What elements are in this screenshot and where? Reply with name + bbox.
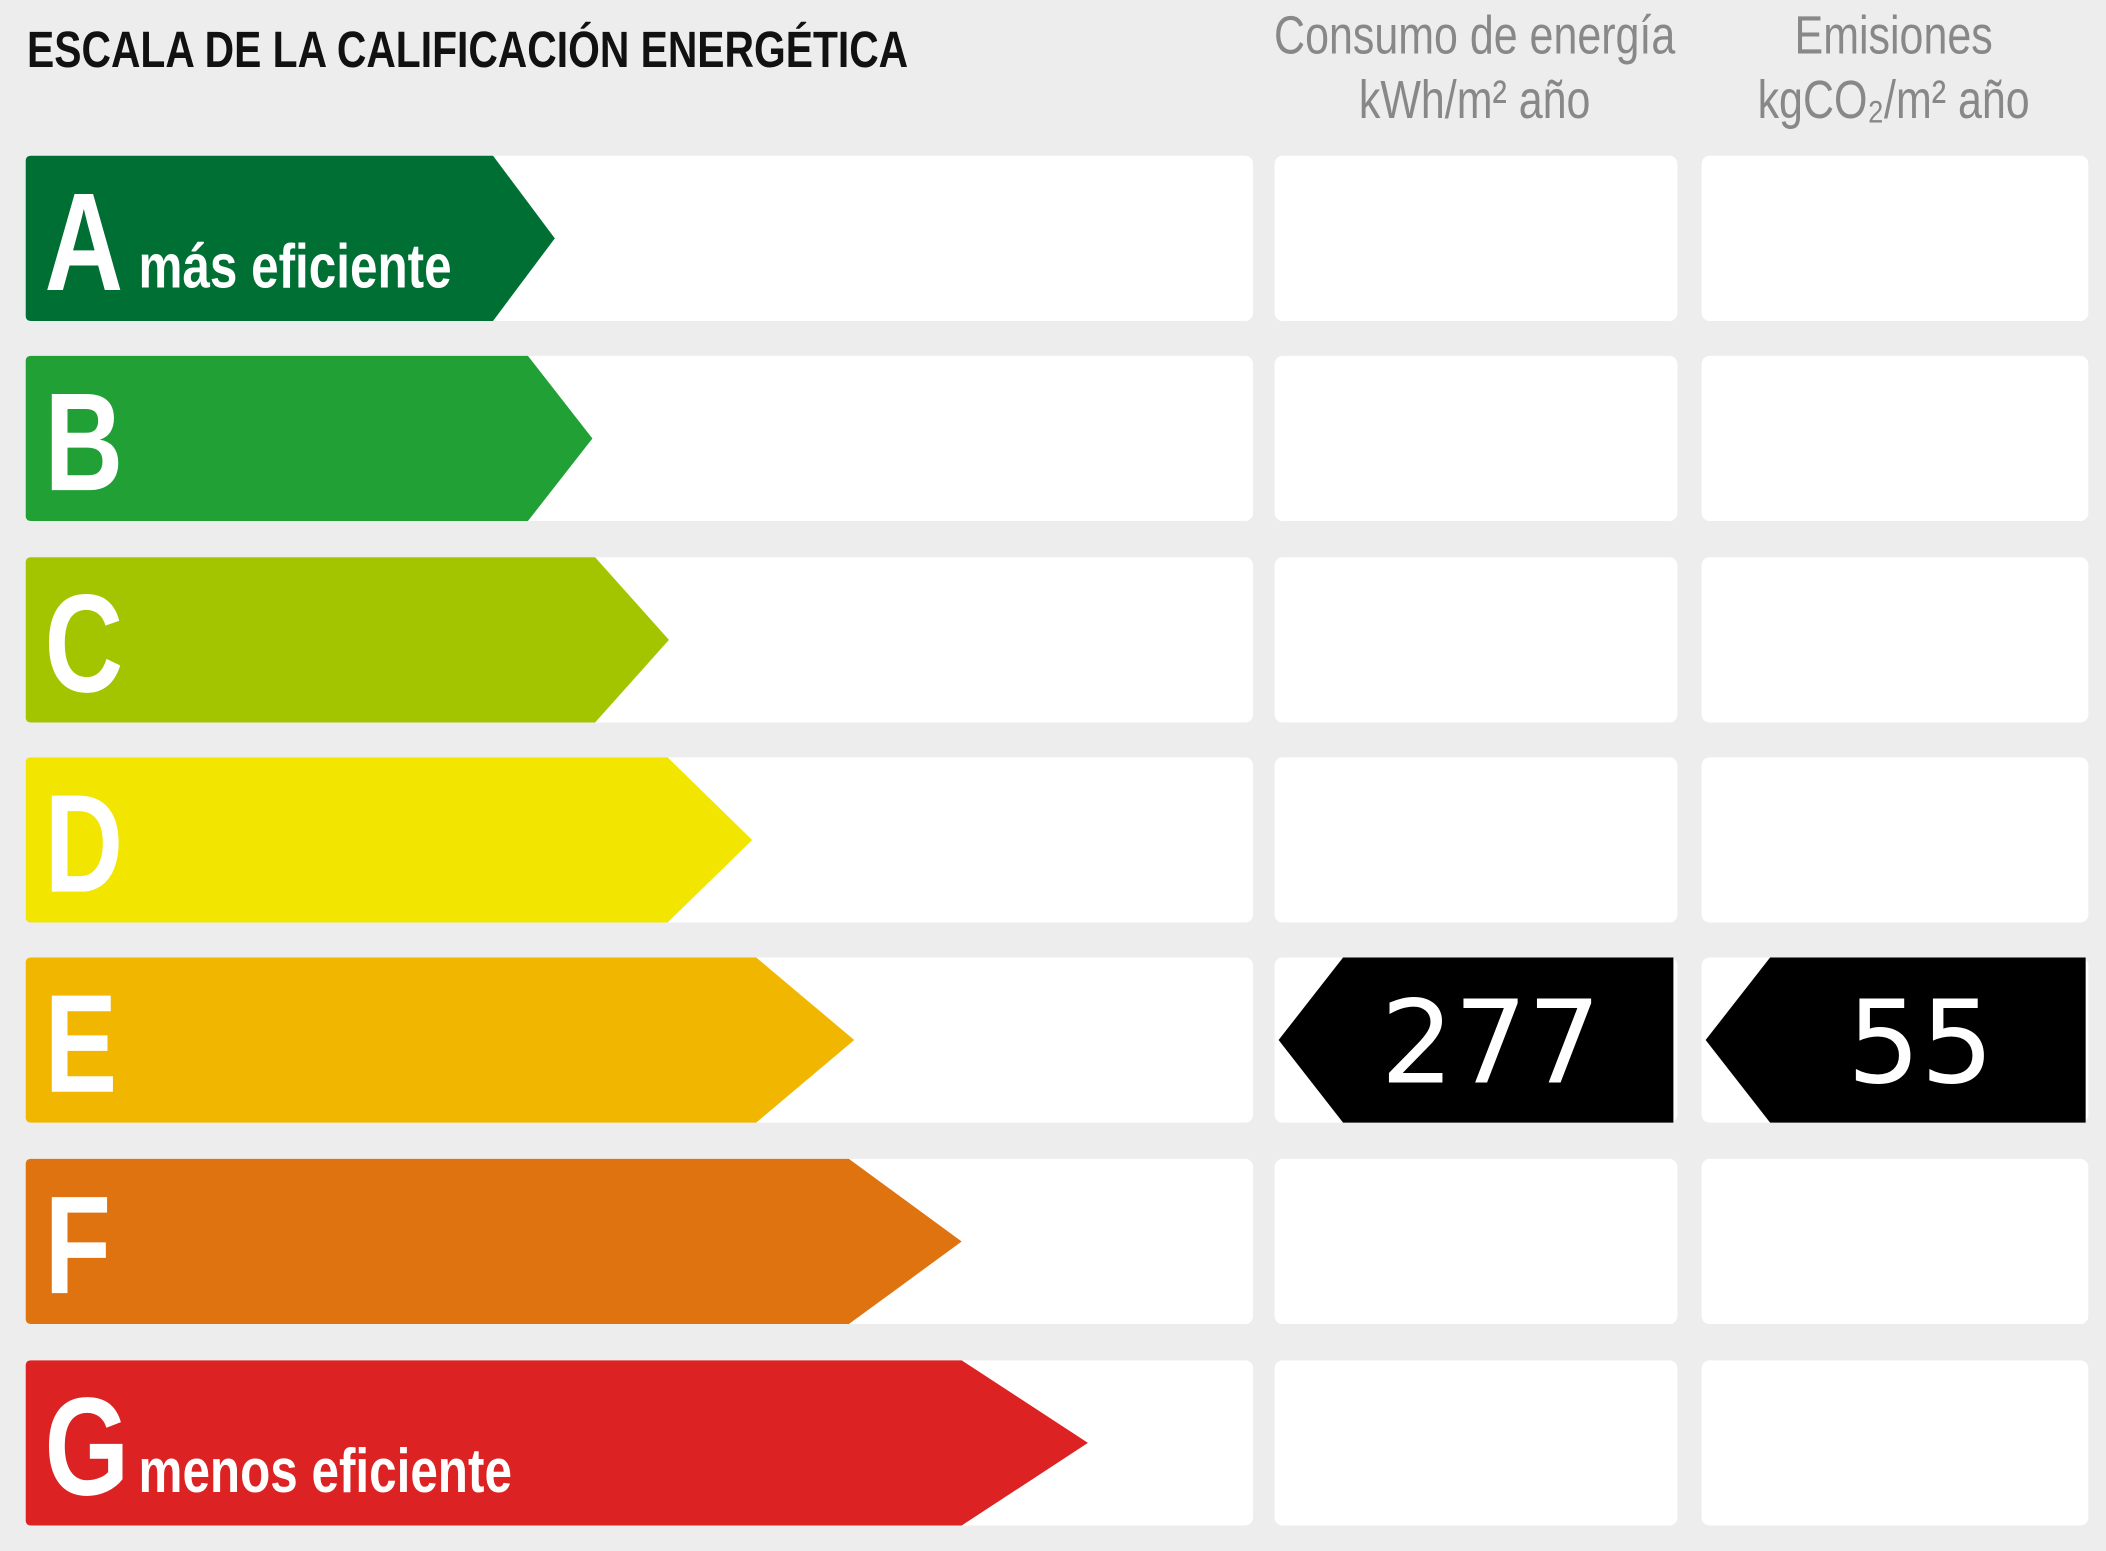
- rating-label: menos eficiente: [139, 1436, 512, 1506]
- letter-group: G: [45, 1369, 130, 1525]
- emissions-value: 55: [1847, 976, 1994, 1110]
- emissions-cell: [1701, 557, 2089, 723]
- rating-arrow: [25, 355, 593, 522]
- emissions-heading: Emisiones kgCO₂/m² año: [1758, 6, 2030, 130]
- consumption-cell: [1274, 1360, 1678, 1526]
- rating-letter: F: [45, 1167, 112, 1323]
- letter-group: B: [45, 364, 124, 520]
- scale-row: B: [25, 355, 2089, 522]
- letter-group: E: [45, 966, 118, 1122]
- rating-arrow: [25, 1158, 962, 1325]
- emissions-cell: [1701, 1158, 2089, 1325]
- label-group: más eficiente: [139, 231, 452, 301]
- rating-arrow: [25, 957, 855, 1123]
- rating-letter: C: [45, 566, 124, 722]
- rating-letter: B: [45, 364, 124, 520]
- letter-group: D: [45, 766, 124, 922]
- consumption-cell: [1274, 155, 1678, 321]
- rating-arrow: [25, 757, 753, 923]
- consumption-heading: Consumo de energía kWh/m² año: [1274, 6, 1676, 130]
- heading-line: kgCO₂/m² año: [1758, 71, 2030, 131]
- emissions-cell: [1701, 155, 2089, 321]
- consumption-cell: [1274, 355, 1678, 522]
- consumption-cell: [1274, 557, 1678, 723]
- rating-arrow: [25, 557, 669, 723]
- rating-label: más eficiente: [139, 231, 452, 301]
- letter-group: A: [45, 164, 124, 320]
- rating-arrow: [25, 1360, 1088, 1526]
- consumption-value: 277: [1381, 976, 1601, 1110]
- rating-arrow: [25, 155, 555, 321]
- rating-letter: A: [45, 164, 124, 320]
- scale-row: D: [25, 757, 2089, 923]
- emissions-cell: [1701, 757, 2089, 923]
- scale-row: C: [25, 557, 2089, 723]
- letter-group: C: [45, 566, 124, 722]
- emissions-cell: [1701, 355, 2089, 522]
- emissions-indicator: [1705, 957, 2086, 1123]
- heading-line: kWh/m² año: [1359, 71, 1591, 131]
- scale-row: E 277 55: [25, 957, 2089, 1123]
- rating-letter: E: [45, 966, 118, 1122]
- label-group: menos eficiente: [139, 1436, 512, 1506]
- heading-line: Emisiones: [1795, 6, 1993, 66]
- consumption-cell: [1274, 1158, 1678, 1325]
- consumption-cell: [1274, 757, 1678, 923]
- emissions-cell: [1701, 1360, 2089, 1526]
- title: ESCALA DE LA CALIFICACIÓN ENERGÉTICA: [27, 21, 908, 78]
- letter-group: F: [45, 1167, 112, 1323]
- scale-row: F: [25, 1158, 2089, 1325]
- heading-line: Consumo de energía: [1274, 6, 1676, 66]
- rating-letter: D: [45, 766, 124, 922]
- rating-letter: G: [45, 1369, 130, 1525]
- consumption-indicator: [1278, 957, 1674, 1123]
- title-group: ESCALA DE LA CALIFICACIÓN ENERGÉTICA: [27, 21, 908, 78]
